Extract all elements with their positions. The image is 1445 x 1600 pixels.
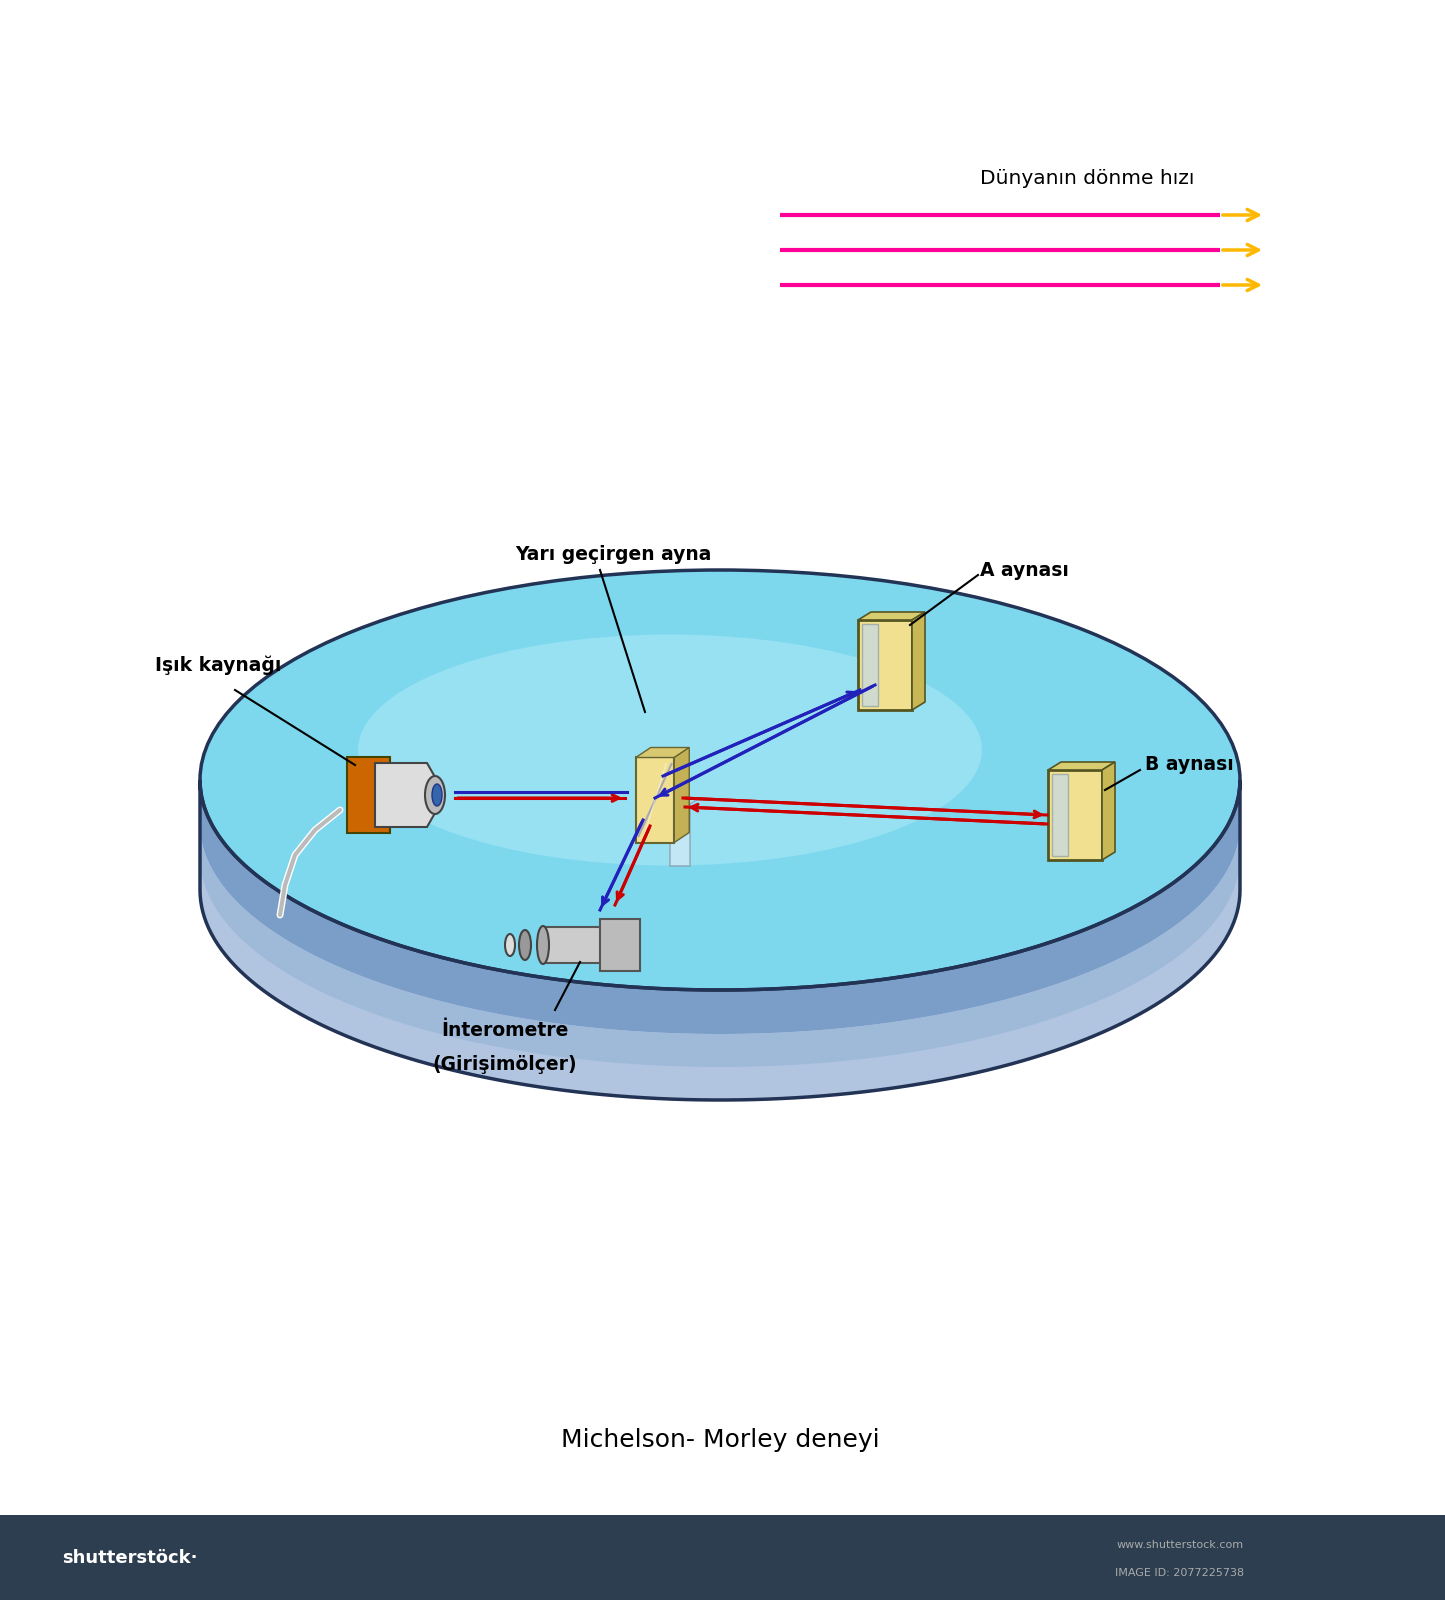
Polygon shape (675, 747, 689, 843)
Text: A aynası: A aynası (980, 560, 1069, 579)
Text: İnterometre: İnterometre (441, 1021, 569, 1040)
Ellipse shape (425, 776, 445, 814)
Text: IMAGE ID: 2077225738: IMAGE ID: 2077225738 (1116, 1568, 1244, 1578)
Ellipse shape (358, 635, 983, 866)
Polygon shape (1103, 762, 1116, 861)
Polygon shape (376, 763, 435, 827)
Polygon shape (1048, 770, 1103, 861)
Polygon shape (670, 798, 699, 803)
Ellipse shape (432, 784, 442, 806)
Text: www.shutterstock.com: www.shutterstock.com (1117, 1539, 1244, 1550)
Text: Michelson- Morley deneyi: Michelson- Morley deneyi (561, 1427, 880, 1453)
Text: Yarı geçirgen ayna: Yarı geçirgen ayna (514, 546, 711, 565)
Ellipse shape (504, 934, 514, 955)
Ellipse shape (199, 570, 1240, 990)
Polygon shape (199, 824, 1240, 1067)
Ellipse shape (199, 680, 1240, 1101)
Polygon shape (199, 781, 1240, 1099)
Polygon shape (858, 613, 925, 621)
Text: B aynası: B aynası (1144, 755, 1234, 774)
Text: (Girişimölçer): (Girişimölçer) (432, 1056, 578, 1075)
Ellipse shape (538, 926, 549, 963)
Polygon shape (199, 824, 1240, 1099)
Polygon shape (670, 803, 691, 866)
Text: shutterstöck·: shutterstöck· (62, 1549, 198, 1566)
Polygon shape (347, 757, 390, 834)
Polygon shape (636, 747, 689, 757)
Polygon shape (545, 926, 613, 963)
Polygon shape (912, 613, 925, 710)
Ellipse shape (519, 930, 530, 960)
Polygon shape (863, 624, 879, 706)
Polygon shape (0, 1515, 1445, 1600)
Text: Işık kaynağı: Işık kaynağı (155, 656, 282, 675)
Polygon shape (1052, 774, 1068, 856)
Polygon shape (600, 918, 640, 971)
Polygon shape (1048, 762, 1116, 770)
Text: Dünyanın dönme hızı: Dünyanın dönme hızı (980, 168, 1195, 187)
Polygon shape (636, 757, 675, 843)
Polygon shape (858, 621, 912, 710)
